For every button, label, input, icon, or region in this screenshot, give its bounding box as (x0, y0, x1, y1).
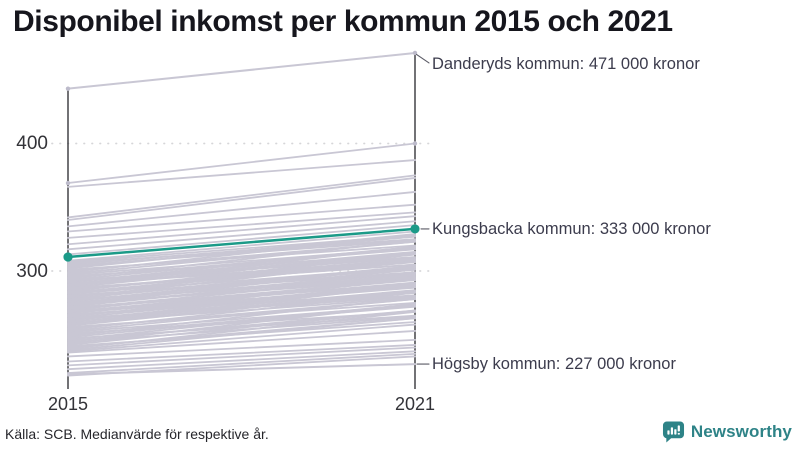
y-tick-400: 400 (16, 133, 48, 154)
x-label-2021: 2021 (394, 394, 436, 414)
newsworthy-logo: Newsworthy (662, 421, 792, 443)
labeled-lines (67, 51, 416, 376)
x-label-2015: 2015 (47, 394, 89, 414)
callout-leaders (415, 53, 430, 365)
annotation-kungsbacka: Kungsbacka kommun: 333 000 kronor (432, 219, 711, 238)
y-tick-300: 300 (16, 260, 48, 282)
background-lines (67, 142, 416, 377)
source-note: Källa: SCB. Medianvärde för respektive å… (5, 426, 269, 442)
annotation-hogsby: Högsby kommun: 227 000 kronor (432, 355, 676, 374)
annotation-danderyd: Danderyds kommun: 471 000 kronor (432, 54, 700, 73)
newsworthy-wordmark: Newsworthy (690, 422, 792, 441)
newsworthy-chart-bubble-icon (662, 421, 684, 443)
endpoint-markers (65, 50, 418, 186)
highlight-line (63, 224, 420, 262)
chart-title: Disponibel inkomst per kommun 2015 och 2… (13, 5, 673, 38)
